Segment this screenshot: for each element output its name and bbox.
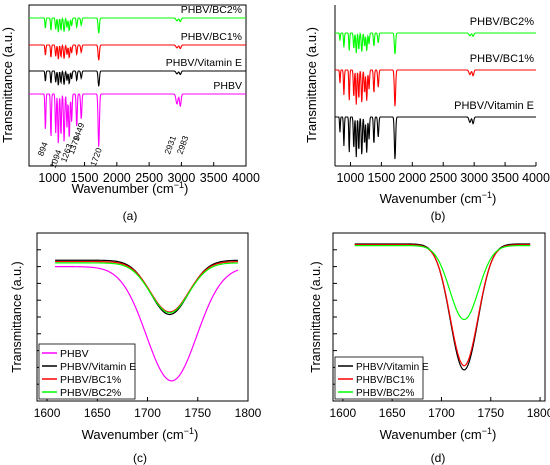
series-line-phbv-vitamin-e bbox=[335, 116, 536, 160]
series-line-phbv-bc1- bbox=[354, 244, 531, 367]
x-axis-label: Wavenumber (cm−1) bbox=[380, 190, 497, 206]
x-tick-label: 1800 bbox=[527, 406, 550, 420]
x-axis-unit: (cm bbox=[460, 427, 482, 442]
panel-a-chart: 1000 1500 2000 2500 3000 3500 4000 Wavenumber (… bbox=[0, 4, 260, 223]
x-axis-label-text: Wavenumber bbox=[72, 181, 149, 196]
x-axis-label-text: Wavenumber bbox=[82, 427, 159, 442]
legend: PHBV/Vitamin E PHBV/BC1% PHBV/BC2% bbox=[334, 356, 429, 400]
series-label: PHBV/BC2% bbox=[470, 16, 534, 28]
plot-frame bbox=[28, 4, 247, 167]
series-line-phbv-vitamin-e bbox=[354, 243, 531, 371]
x-axis-unit-close: ) bbox=[184, 181, 188, 196]
x-axis-unit: (cm bbox=[460, 191, 482, 206]
x-axis-unit-exponent: −1 bbox=[184, 426, 194, 436]
series-label: PHBV/BC1% bbox=[181, 31, 242, 43]
legend-entry: PHBV/BC1% bbox=[60, 374, 121, 386]
x-tick-label: 1000 bbox=[38, 171, 66, 185]
panel-label: (d) bbox=[431, 451, 446, 465]
x-tick-label: 1600 bbox=[34, 406, 61, 420]
x-tick-label: 1600 bbox=[330, 406, 357, 420]
legend-entry: PHBV/Vitamin E bbox=[356, 362, 429, 373]
x-tick-label: 2500 bbox=[429, 171, 457, 185]
x-axis-label: Wavenumber (cm−1) bbox=[82, 426, 199, 442]
legend-entry: PHBV/Vitamin E bbox=[60, 361, 136, 373]
y-axis-label: Transmittance (a.u.) bbox=[309, 261, 323, 372]
x-axis-label: Wavenumber (cm−1) bbox=[380, 426, 497, 442]
band-annotation: 1720 bbox=[88, 146, 104, 167]
x-tick-label: 2000 bbox=[103, 171, 131, 185]
series-line-phbv bbox=[29, 93, 246, 147]
x-axis-unit-exponent: −1 bbox=[482, 190, 492, 200]
x-axis-unit-close: ) bbox=[492, 191, 496, 206]
x-tick-label: 3500 bbox=[200, 171, 228, 185]
x-axis-unit: (cm bbox=[152, 181, 174, 196]
panel-b-chart: 1000 1500 2000 2500 3000 3500 4000 Wavenumber (… bbox=[304, 5, 550, 223]
y-axis-label: Transmittance (a.u.) bbox=[304, 27, 319, 143]
series-label: PHBV/Vitamin E bbox=[454, 100, 534, 112]
series-label: PHBV/Vitamin E bbox=[166, 57, 242, 69]
x-tick-label: 1700 bbox=[134, 406, 161, 420]
series-line-phbv-vitamin-e bbox=[29, 70, 246, 87]
series-line-phbv-bc1- bbox=[55, 260, 238, 313]
panel-label: (a) bbox=[123, 209, 138, 223]
series-label: PHBV bbox=[213, 80, 242, 92]
x-tick-label: 1700 bbox=[428, 406, 455, 420]
legend-entry: PHBV/BC2% bbox=[60, 387, 121, 399]
x-tick-label: 1500 bbox=[71, 171, 99, 185]
x-tick-label: 1750 bbox=[184, 406, 211, 420]
y-axis-label: Transmittance (a.u.) bbox=[0, 27, 15, 143]
x-axis-unit: (cm bbox=[162, 427, 184, 442]
series-line-phbv-bc2- bbox=[29, 17, 246, 34]
panel-c-chart: 1600 1650 1700 1750 1800 Wavenumber (cm−1) Tra… bbox=[10, 232, 262, 465]
x-axis-label-text: Wavenumber bbox=[380, 427, 457, 442]
series-line-phbv-bc1- bbox=[335, 69, 536, 107]
x-axis-unit-exponent: −1 bbox=[482, 426, 492, 436]
x-tick-label: 1800 bbox=[235, 406, 262, 420]
x-tick-label: 1650 bbox=[84, 406, 111, 420]
panel-d-chart: 1600 1650 1700 1750 1800 Wavenumber (cm−1) Tra… bbox=[309, 232, 550, 465]
x-tick-label: 1000 bbox=[337, 171, 365, 185]
panel-label: (b) bbox=[431, 209, 446, 223]
panel-label: (c) bbox=[133, 451, 147, 465]
legend-entry: PHBV/BC2% bbox=[356, 388, 414, 399]
x-tick-label: 1500 bbox=[367, 171, 395, 185]
x-axis-label-text: Wavenumber bbox=[380, 191, 457, 206]
series-label: PHBV/BC2% bbox=[181, 4, 242, 16]
band-annotation: 1449 bbox=[70, 121, 86, 142]
x-axis-label: Wavenumber (cm−1) bbox=[72, 180, 189, 196]
x-tick-label: 2000 bbox=[398, 171, 426, 185]
x-tick-label: 1650 bbox=[379, 406, 406, 420]
series-label: PHBV/BC1% bbox=[470, 53, 534, 65]
series-line-phbv-bc2- bbox=[55, 262, 238, 314]
band-annotation: 894 bbox=[35, 140, 49, 157]
legend-entry: PHBV bbox=[60, 348, 89, 360]
series-line-phbv-bc2- bbox=[354, 245, 531, 321]
x-tick-label: 4000 bbox=[232, 171, 260, 185]
x-tick-label: 2500 bbox=[135, 171, 163, 185]
x-axis-unit-close: ) bbox=[194, 427, 198, 442]
series-line-phbv-bc2- bbox=[335, 32, 536, 55]
x-tick-label: 3500 bbox=[491, 171, 519, 185]
series-line-phbv-bc1- bbox=[29, 44, 246, 61]
x-axis-unit-exponent: −1 bbox=[174, 180, 184, 190]
series-line-phbv bbox=[55, 266, 239, 382]
x-tick-label: 3000 bbox=[460, 171, 488, 185]
legend-entry: PHBV/BC1% bbox=[356, 375, 414, 386]
x-tick-label: 1750 bbox=[477, 406, 504, 420]
x-tick-label: 4000 bbox=[522, 171, 550, 185]
x-axis-unit-close: ) bbox=[492, 427, 496, 442]
x-tick-label: 3000 bbox=[168, 171, 196, 185]
y-axis-label: Transmittance (a.u.) bbox=[10, 261, 24, 372]
band-annotation: 2983 bbox=[175, 134, 191, 155]
